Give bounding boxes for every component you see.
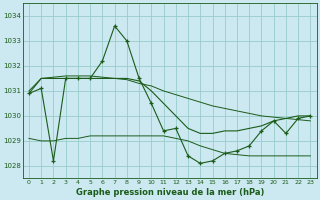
- X-axis label: Graphe pression niveau de la mer (hPa): Graphe pression niveau de la mer (hPa): [76, 188, 264, 197]
